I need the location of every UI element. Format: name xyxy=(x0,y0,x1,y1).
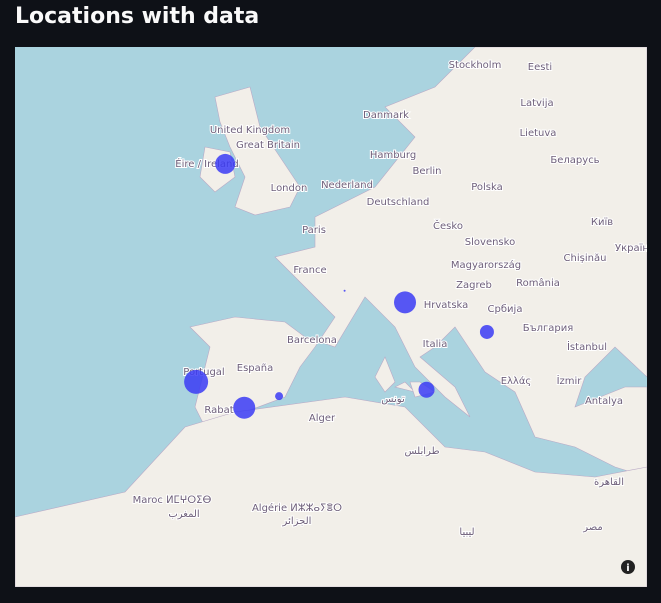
map-label: Danmark xyxy=(363,110,409,121)
map-label: Hamburg xyxy=(370,150,416,161)
map-label: Česko xyxy=(433,219,463,232)
map-label: Беларусь xyxy=(550,155,599,166)
map-label: ليبيا xyxy=(459,527,474,538)
map[interactable]: Stockholm Eesti Latvija Danmark Lietuva Unite… xyxy=(15,47,647,587)
map-label: İzmir xyxy=(557,374,583,387)
map-label: Barcelona xyxy=(287,335,337,346)
map-label: Nederland xyxy=(321,180,373,191)
info-icon: i xyxy=(626,563,629,574)
location-marker xyxy=(343,289,346,292)
map-label: United Kingdom xyxy=(210,125,290,136)
map-label: Stockholm xyxy=(449,60,502,71)
map-label: Paris xyxy=(302,225,326,236)
map-label: España xyxy=(237,363,273,374)
location-marker xyxy=(418,381,435,398)
map-label: Lietuva xyxy=(520,128,557,139)
map-label: România xyxy=(516,277,560,289)
map-label: Algérie ⵍⵣⵣⴰⵢⴻⵔ xyxy=(252,502,342,514)
map-label: İstanbul xyxy=(567,340,607,353)
location-marker xyxy=(184,369,209,394)
map-label: Rabat xyxy=(204,405,233,416)
map-label: القاهرة xyxy=(594,477,624,488)
location-marker xyxy=(479,324,494,339)
land xyxy=(15,47,647,587)
map-label: България xyxy=(523,323,574,334)
map-label: Polska xyxy=(471,182,503,193)
map-label: Italia xyxy=(423,339,448,350)
map-label: Antalya xyxy=(585,396,623,407)
map-label: Magyarország xyxy=(451,259,521,271)
map-label: تونس xyxy=(381,394,405,405)
map-label: الجزائر xyxy=(282,516,312,527)
location-marker xyxy=(233,396,256,419)
map-label: Latvija xyxy=(520,98,553,109)
map-label: Србија xyxy=(488,303,523,315)
map-label: Deutschland xyxy=(367,197,430,208)
location-marker xyxy=(215,153,236,174)
map-label: Maroc ⵍⵎⵖⵔⵉⴱ xyxy=(133,495,212,506)
map-label: Alger xyxy=(309,413,336,424)
map-labels: Stockholm Eesti Latvija Danmark Lietuva Unite… xyxy=(132,59,647,539)
map-label: Berlin xyxy=(412,166,441,177)
info-button[interactable] xyxy=(621,560,635,574)
page-title: Locations with data xyxy=(15,4,260,29)
map-label: Україна xyxy=(615,243,647,254)
map-label: مصر xyxy=(582,522,603,533)
map-label: Ελλάς xyxy=(501,375,532,387)
map-label: France xyxy=(293,265,326,276)
location-marker xyxy=(394,291,417,314)
location-marker xyxy=(275,392,284,401)
map-label: Hrvatska xyxy=(424,300,469,311)
map-label: Eesti xyxy=(528,62,552,73)
map-label: Slovensko xyxy=(465,237,515,248)
map-label: Zagreb xyxy=(456,280,492,291)
map-label: Chișinău xyxy=(564,253,607,264)
map-label: Great Britain xyxy=(236,140,300,151)
map-label: Київ xyxy=(591,217,613,228)
map-label: طرابلس xyxy=(404,446,439,457)
map-label: المغرب xyxy=(168,509,199,520)
markers xyxy=(184,153,494,419)
map-label: London xyxy=(271,183,308,194)
